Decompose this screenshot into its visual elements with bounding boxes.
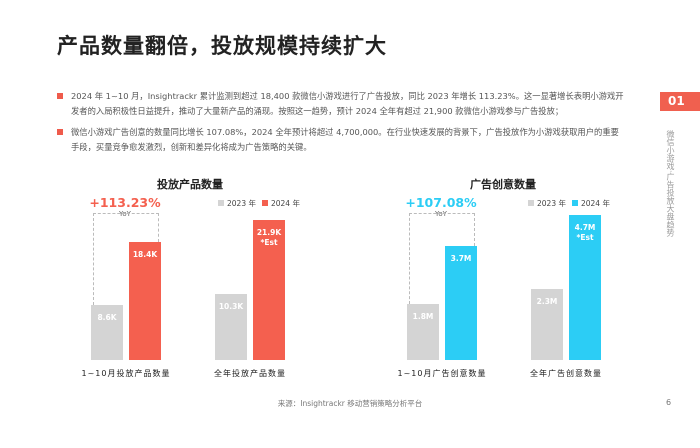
estimate-note: *Est (260, 237, 278, 247)
bar-2024年-0 (445, 245, 477, 360)
estimate-note: *Est (576, 232, 594, 242)
yoy-value: +107.08% (405, 195, 477, 210)
legend-label: 2023 年 (227, 199, 256, 208)
bar-value-label: 2.3M (536, 296, 558, 306)
legend: 2023 年 2024 年 (218, 198, 300, 209)
bar-2024年-0 (129, 242, 161, 360)
bullet-1: 2024 年 1~10 月，Insightrackr 累计监测到超过 18,40… (57, 89, 627, 119)
bar-2023年-0 (91, 304, 123, 360)
bar-2023年-1 (531, 288, 563, 360)
legend-item: 2024 年 (571, 198, 610, 209)
bullet-marker-icon (57, 129, 63, 135)
yoy-bracket (409, 213, 475, 305)
category-label: 1~10月广告创意数量 (397, 369, 487, 378)
bullet-2: 微信小游戏广告创意的数量同比增长 107.08%，2024 全年预计将超过 4,… (57, 125, 627, 155)
category-label: 全年投放产品数量 (214, 369, 286, 378)
bar-2023年-0 (407, 304, 439, 360)
bar-value-label: 21.9K (256, 227, 282, 237)
source-footer: 来源：Insightrackr 移动营销策略分析平台 (277, 399, 423, 408)
legend-label: 2024 年 (270, 199, 300, 208)
category-label: 全年广告创意数量 (530, 369, 602, 378)
category-label: 1~10月投放产品数量 (81, 369, 171, 378)
bar-2024年-1 (253, 219, 285, 360)
bar-value-label: 4.7M (574, 222, 596, 232)
yoy-value: +113.23% (89, 195, 161, 210)
bar-value-label: 3.7M (450, 253, 472, 263)
bar-value-label: 8.6K (97, 312, 117, 322)
legend-label: 2024 年 (580, 199, 610, 208)
page-number: 6 (666, 398, 672, 407)
yoy-bracket-right (158, 213, 159, 243)
legend-item: 2023 年 (528, 198, 566, 209)
legend-swatch (528, 200, 534, 206)
yoy-bracket (93, 213, 159, 305)
yoy-bracket-right (474, 213, 475, 246)
bullet-text: 2024 年 1~10 月，Insightrackr 累计监测到超过 18,40… (71, 91, 624, 116)
section-label: 微信小游戏·广告投放大盘趋势 (666, 130, 675, 237)
bar-value-label: 18.4K (132, 250, 158, 260)
bar-value-label: 10.3K (218, 302, 244, 312)
page-title: 产品数量翻倍，投放规模持续扩大 (57, 34, 387, 58)
legend-swatch (571, 200, 578, 206)
bullet-marker-icon (57, 93, 63, 99)
bar-2024年-1 (569, 214, 601, 360)
legend: 2023 年 2024 年 (528, 198, 610, 209)
yoy-label: YoY (119, 210, 131, 218)
legend-item: 2024 年 (261, 198, 300, 209)
legend-swatch (261, 200, 268, 206)
legend-swatch (218, 200, 224, 206)
bullet-text: 微信小游戏广告创意的数量同比增长 107.08%，2024 全年预计将超过 4,… (71, 127, 619, 152)
section-number: 01 (660, 92, 700, 111)
bar-value-label: 1.8M (412, 312, 434, 322)
legend-item: 2023 年 (218, 198, 256, 209)
chart-title: 投放产品数量 (157, 178, 223, 191)
chart-title: 广告创意数量 (470, 178, 536, 191)
legend-label: 2023 年 (537, 199, 566, 208)
bar-2023年-1 (215, 294, 247, 360)
